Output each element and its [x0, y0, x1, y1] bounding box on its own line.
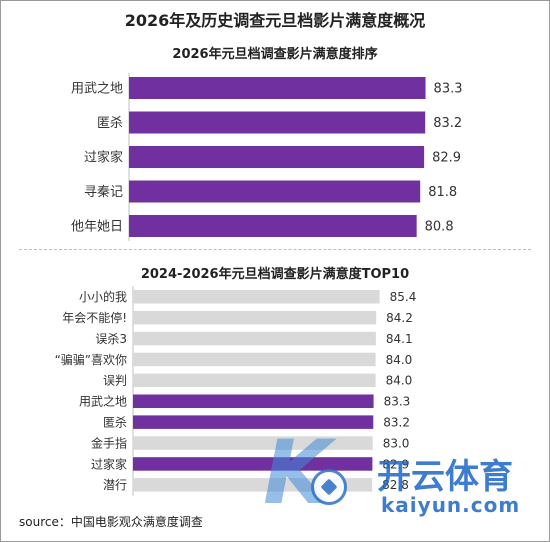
- chart2-bar: [133, 352, 376, 367]
- soccer-ball-icon: [311, 469, 347, 505]
- chart1-bar: [129, 111, 426, 134]
- chart1-category-label: 他年她日: [71, 220, 123, 235]
- chart2-category-label: 潜行: [103, 478, 127, 492]
- chart2-bar: [133, 331, 376, 346]
- chart2-bar: [133, 290, 380, 304]
- chart1-category-label: 匿杀: [97, 116, 123, 131]
- main-title: 2026年及历史调查元旦档影片满意度概况: [124, 11, 426, 30]
- chart2-bar: [133, 373, 376, 388]
- chart1-bar: [129, 180, 421, 203]
- watermark-en: kaiyun.com: [381, 493, 521, 517]
- chart1-category-label: 寻秦记: [84, 185, 123, 200]
- chart1-data-label: 82.9: [432, 151, 461, 166]
- watermark-cn: 开云体育: [377, 457, 513, 497]
- chart2-data-label: 82.9: [382, 457, 409, 471]
- chart2-bar: [133, 310, 377, 325]
- chart1-bar: [129, 146, 425, 168]
- chart2-category-label: 小小的我: [79, 289, 127, 304]
- chart2-data-label: 84.1: [386, 332, 413, 346]
- chart2-data-label: 83.3: [384, 395, 411, 409]
- chart2-data-label: 85.4: [390, 290, 417, 304]
- chart2-data-label: 84.2: [386, 311, 413, 325]
- chart2-category-label: 金手指: [91, 435, 127, 450]
- chart2-data-label: 83.0: [383, 436, 410, 450]
- watermark-logo: K 开云体育 kaiyun.com: [263, 429, 550, 531]
- chart2-bar: [133, 436, 373, 450]
- chart2-bar: [133, 457, 373, 471]
- chart1-data-label: 81.8: [428, 185, 457, 200]
- chart2-bar: [133, 394, 374, 408]
- chart2-category-label: 匿杀: [103, 414, 127, 429]
- chart1-category-label: 过家家: [84, 150, 123, 166]
- chart1-data-label: 83.3: [434, 82, 463, 97]
- chart2-title: 2024-2026年元旦档调查影片满意度TOP10: [140, 267, 410, 282]
- chart1-bar: [129, 77, 426, 99]
- chart1-data-label: 83.2: [433, 116, 462, 131]
- chart2-category-label: 过家家: [91, 456, 127, 471]
- chart1-title: 2026年元旦档调查影片满意度排序: [172, 47, 378, 62]
- chart2-category-label: 误杀3: [95, 331, 127, 346]
- chart2-category-label: “骗骗”喜欢你: [55, 352, 127, 367]
- chart2-category-label: 年会不能停!: [62, 310, 127, 325]
- chart1-bar: [129, 215, 417, 237]
- chart2-bar: [133, 415, 374, 429]
- chart2-category-label: 用武之地: [79, 395, 127, 409]
- source-note: source：中国电影观众满意度调查: [19, 515, 203, 529]
- chart1-category-label: 用武之地: [71, 82, 123, 97]
- chart2-data-label: 84.0: [386, 374, 413, 388]
- chart2-data-label: 84.0: [386, 353, 413, 367]
- chart2-category-label: 误判: [103, 374, 127, 388]
- chart2-data-label: 83.2: [383, 415, 410, 429]
- chart2-data-label: 82.8: [382, 478, 409, 492]
- section-divider: [19, 249, 531, 250]
- chart1-data-label: 80.8: [425, 220, 454, 235]
